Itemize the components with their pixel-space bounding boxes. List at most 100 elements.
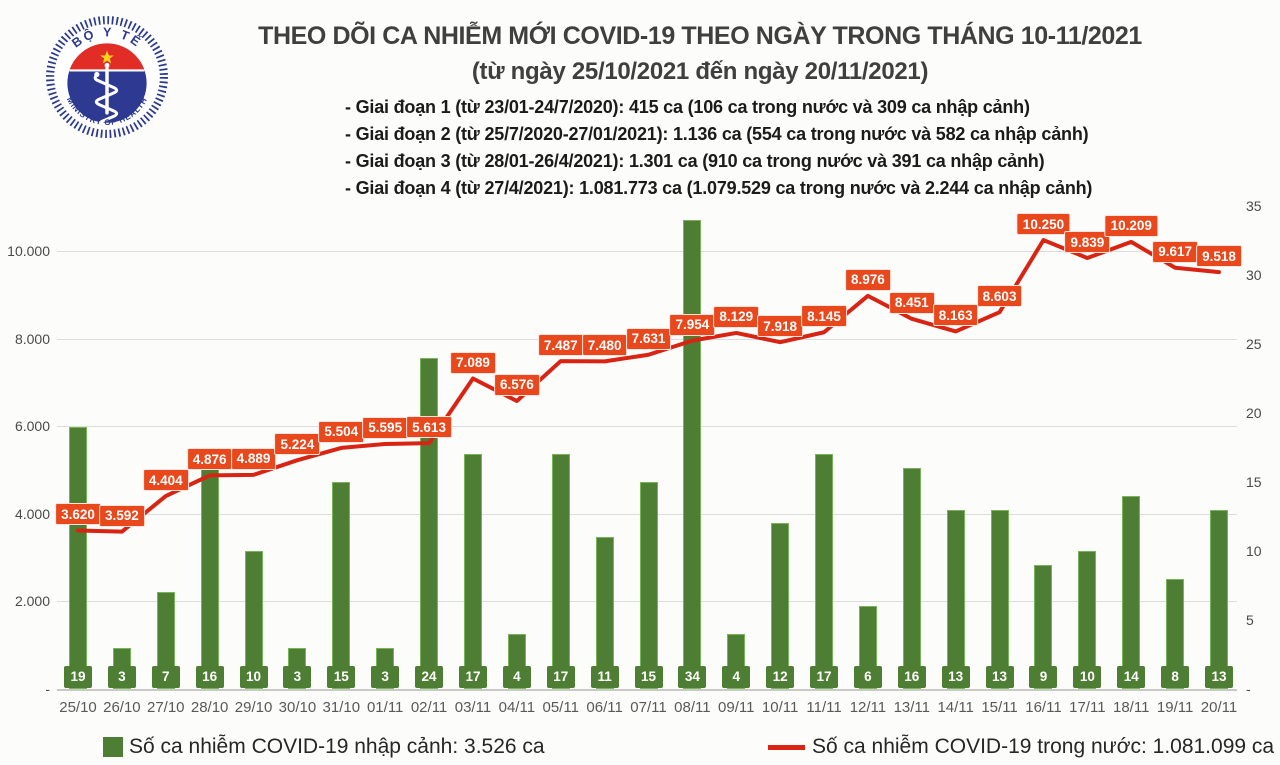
bar-value-label: 13: [941, 666, 970, 688]
x-axis-label: 27/10: [146, 699, 185, 716]
line-value-label: 5.595: [362, 416, 409, 439]
bar-value-label: 13: [985, 666, 1014, 688]
bar-value-label: 10: [1073, 666, 1102, 688]
line-value-label: 8.163: [932, 304, 979, 327]
bar-value-label: 15: [327, 666, 356, 688]
y-axis-left-tick: 10.000: [7, 243, 50, 259]
logo-caduceus-icon: [93, 62, 119, 129]
phase-summary-block: - Giai đoạn 1 (từ 23/01-24/7/2020): 415 …: [345, 94, 1092, 202]
line-value-label: 7.954: [669, 313, 716, 336]
bar: [332, 482, 351, 689]
line-value-label: 3.592: [98, 504, 145, 527]
bar: [902, 468, 921, 689]
line-value-label: 7.631: [625, 327, 672, 350]
bar-value-label: 19: [64, 666, 92, 688]
bar-value-label: 10: [239, 666, 268, 688]
x-axis-label: 01/11: [366, 699, 404, 716]
line-value-label: 5.224: [274, 433, 321, 456]
line-value-label: 8.603: [976, 285, 1023, 308]
y-axis-right-tick: -: [1246, 681, 1251, 697]
line-value-label: 4.876: [186, 448, 233, 471]
bar-value-label: 17: [810, 666, 839, 688]
bar: [551, 454, 570, 689]
bar-value-label: 3: [107, 666, 136, 688]
x-axis-label: 25/10: [59, 699, 97, 716]
x-axis-label: 26/10: [103, 699, 141, 716]
x-axis-label: 12/11: [849, 699, 887, 716]
line-value-label: 3.620: [55, 503, 101, 526]
line-value-label: 7.089: [450, 351, 496, 374]
bar-value-label: 24: [415, 666, 444, 688]
y-axis-left-tick: 2.000: [14, 593, 50, 610]
y-axis-left-tick: 4.000: [14, 505, 50, 522]
bar: [244, 551, 263, 689]
line-value-label: 10.250: [1016, 213, 1071, 236]
x-axis-label: 29/10: [234, 699, 273, 716]
bar-value-label: 11: [590, 666, 619, 688]
bar-value-label: 16: [897, 666, 926, 688]
bar-value-label: 6: [853, 666, 882, 688]
x-axis-label: 07/11: [630, 699, 667, 716]
y-axis-right-tick: 20: [1246, 405, 1262, 421]
x-axis-label: 20/11: [1200, 699, 1238, 716]
line-value-label: 4.889: [230, 447, 277, 470]
logo-star-icon: [100, 50, 114, 64]
line-value-label: 8.145: [801, 305, 847, 328]
bar-value-label: 34: [678, 666, 707, 688]
line-value-label: 10.209: [1104, 214, 1158, 237]
bar-value-label: 15: [634, 666, 663, 688]
legend-line-swatch-icon: [768, 745, 805, 750]
grid-line: [57, 426, 1237, 428]
bar-value-label: 13: [1205, 666, 1233, 688]
x-axis-label: 13/11: [893, 699, 931, 716]
bar: [420, 357, 439, 689]
x-axis-label: 16/11: [1025, 699, 1062, 716]
bar: [463, 454, 482, 689]
bar-value-label: 4: [502, 666, 531, 688]
legend-bar-label: Số ca nhiễm COVID-19 nhập cảnh: 3.526 ca: [129, 735, 545, 758]
line-value-label: 5.504: [318, 420, 365, 443]
x-axis-label: 30/10: [278, 699, 317, 716]
line-value-label: 9.839: [1064, 231, 1111, 254]
line-value-label: 6.576: [493, 373, 540, 396]
bar: [1034, 564, 1053, 689]
line-value-label: 7.487: [537, 334, 584, 357]
bar-value-label: 12: [766, 666, 795, 688]
y-axis-right-tick: 25: [1246, 336, 1262, 352]
x-axis-label: 10/11: [761, 699, 799, 716]
x-axis-label: 14/11: [937, 699, 974, 716]
x-axis-label: 04/11: [498, 699, 536, 716]
bar-value-label: 9: [1029, 666, 1058, 688]
grid-line: [57, 251, 1237, 252]
bar: [639, 482, 658, 689]
x-axis-label: 19/11: [1156, 699, 1194, 716]
line-value-label: 8.129: [713, 305, 760, 328]
x-axis-label: 06/11: [586, 699, 623, 716]
legend-bar-swatch-icon: [103, 737, 123, 757]
phase-4-line: - Giai đoạn 4 (từ 27/4/2021): 1.081.773 …: [345, 178, 1093, 198]
ministry-of-health-logo: BỘ Y TẾ MINISTRY OF HEALTH: [46, 16, 168, 138]
bar-value-label: 14: [1117, 666, 1146, 688]
x-axis-label: 11/11: [806, 699, 842, 716]
page-subtitle: (từ ngày 25/10/2021 đến ngày 20/11/2021): [471, 58, 929, 85]
y-axis-right-tick: 10: [1246, 543, 1262, 559]
y-axis-right-tick: 5: [1246, 612, 1254, 628]
legend-line-label: Số ca nhiễm COVID-19 trong nước: 1.081.0…: [812, 735, 1275, 758]
y-axis-left-tick: 6.000: [14, 418, 50, 435]
bar-value-label: 3: [283, 666, 312, 688]
line-value-label: 8.451: [888, 291, 935, 314]
x-axis-label: 18/11: [1113, 699, 1150, 716]
bar-value-label: 3: [371, 666, 400, 688]
x-axis-label: 05/11: [542, 699, 579, 716]
y-axis-left-tick: -: [45, 681, 50, 697]
bar-value-label: 17: [458, 666, 487, 688]
bar: [69, 426, 87, 689]
page-title: THEO DÕI CA NHIỄM MỚI COVID-19 THEO NGÀY…: [258, 22, 1142, 50]
bar: [595, 537, 614, 689]
x-axis-label: 02/11: [410, 699, 448, 716]
bar: [156, 592, 175, 689]
x-axis-label: 15/11: [981, 699, 1018, 716]
x-axis-label: 03/11: [454, 699, 492, 716]
